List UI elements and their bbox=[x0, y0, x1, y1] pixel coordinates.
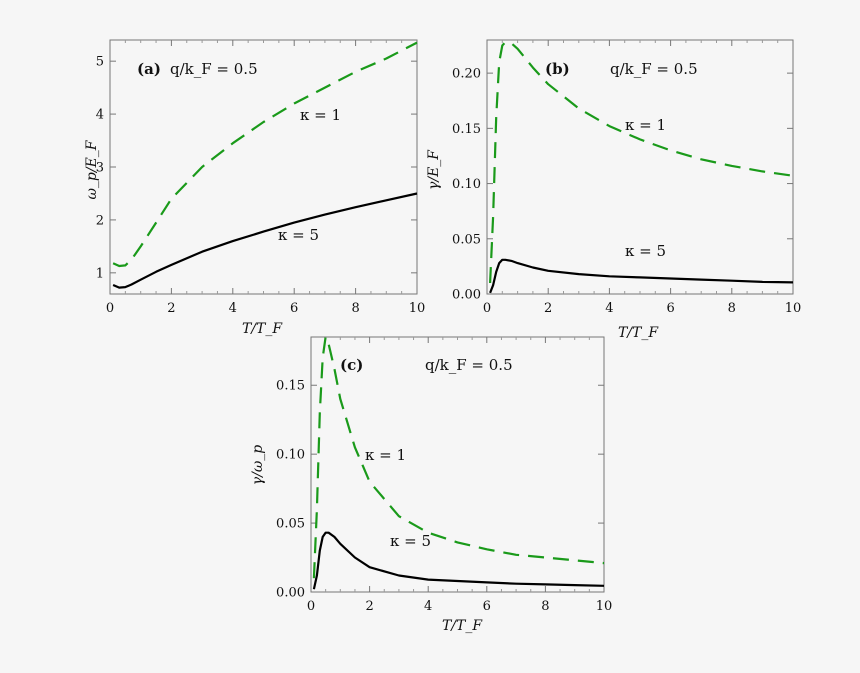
x-tick-label: 4 bbox=[605, 301, 613, 316]
y-tick-label: 5 bbox=[96, 55, 104, 70]
series-line-kappa-5 bbox=[112, 192, 418, 289]
x-tick-label: 10 bbox=[596, 599, 613, 614]
series-label-kappa-1: κ = 1 bbox=[625, 116, 666, 134]
x-tick-label: 6 bbox=[290, 301, 298, 316]
x-tick-label: 8 bbox=[728, 301, 736, 316]
y-tick-label: 0.05 bbox=[452, 232, 481, 247]
y-tick-label: 0.05 bbox=[276, 517, 305, 532]
series-line-kappa-1 bbox=[489, 41, 794, 284]
y-tick-label: 0.00 bbox=[452, 288, 481, 303]
y-tick-label: 0.20 bbox=[452, 67, 481, 82]
x-tick-label: 2 bbox=[365, 599, 373, 614]
x-tick-label: 2 bbox=[544, 301, 552, 316]
panel-label: (c) bbox=[340, 356, 363, 374]
annotation-q-kf: q/k_F = 0.5 bbox=[170, 60, 258, 78]
y-tick-label: 0.10 bbox=[452, 177, 481, 192]
x-axis-label: T/T_F bbox=[242, 321, 283, 337]
x-tick-label: 4 bbox=[229, 301, 237, 316]
y-tick-label: 0.10 bbox=[276, 448, 305, 463]
series-label-kappa-5: κ = 5 bbox=[278, 226, 319, 244]
y-tick-label: 4 bbox=[96, 108, 104, 123]
annotation-q-kf: q/k_F = 0.5 bbox=[425, 356, 513, 374]
y-tick-label: 0.15 bbox=[276, 379, 305, 394]
series-label-kappa-5: κ = 5 bbox=[390, 532, 431, 550]
y-tick-label: 3 bbox=[96, 161, 104, 176]
y-axis-label: ω_p/E_F bbox=[84, 139, 100, 199]
x-tick-label: 6 bbox=[483, 599, 491, 614]
panel-label: (a) bbox=[137, 60, 161, 78]
y-tick-label: 1 bbox=[96, 266, 104, 281]
series-line-kappa-1 bbox=[312, 335, 605, 579]
annotation-q-kf: q/k_F = 0.5 bbox=[610, 60, 698, 78]
x-tick-label: 8 bbox=[351, 301, 359, 316]
x-tick-label: 4 bbox=[424, 599, 432, 614]
y-axis-label: γ/ω_p bbox=[250, 445, 266, 486]
plot-frame-a bbox=[109, 39, 418, 295]
panel-b: 0 2 4 6 8 10 0.00 0.05 0.10 0.15 0.20 T/T_F γ/E_F (b)… bbox=[426, 39, 802, 341]
x-tick-label: 0 bbox=[307, 599, 315, 614]
series-line-kappa-5 bbox=[312, 531, 605, 590]
x-axis-label: T/T_F bbox=[618, 325, 659, 341]
plot-frame-c bbox=[310, 336, 605, 593]
series-label-kappa-1: κ = 1 bbox=[365, 446, 406, 464]
y-tick-label: 0.00 bbox=[276, 586, 305, 601]
x-axis-label: T/T_F bbox=[442, 618, 483, 634]
x-tick-label: 0 bbox=[106, 301, 114, 316]
x-tick-label: 8 bbox=[541, 599, 549, 614]
panel-c: 0 2 4 6 8 10 0.00 0.05 0.10 0.15 T/T_F γ/ω_p (c) q/k_… bbox=[250, 335, 613, 634]
y-tick-label: 2 bbox=[96, 213, 104, 228]
x-tick-label: 6 bbox=[666, 301, 674, 316]
series-line-kappa-5 bbox=[489, 258, 794, 294]
x-tick-label: 10 bbox=[785, 301, 802, 316]
series-line-kappa-1 bbox=[112, 41, 418, 268]
series-label-kappa-1: κ = 1 bbox=[300, 106, 341, 124]
y-tick-label: 0.15 bbox=[452, 122, 481, 137]
y-axis-label: γ/E_F bbox=[426, 149, 442, 190]
x-tick-label: 0 bbox=[483, 301, 491, 316]
x-tick-label: 10 bbox=[409, 301, 426, 316]
panel-label: (b) bbox=[545, 60, 570, 78]
series-label-kappa-5: κ = 5 bbox=[625, 242, 666, 260]
x-tick-label: 2 bbox=[167, 301, 175, 316]
